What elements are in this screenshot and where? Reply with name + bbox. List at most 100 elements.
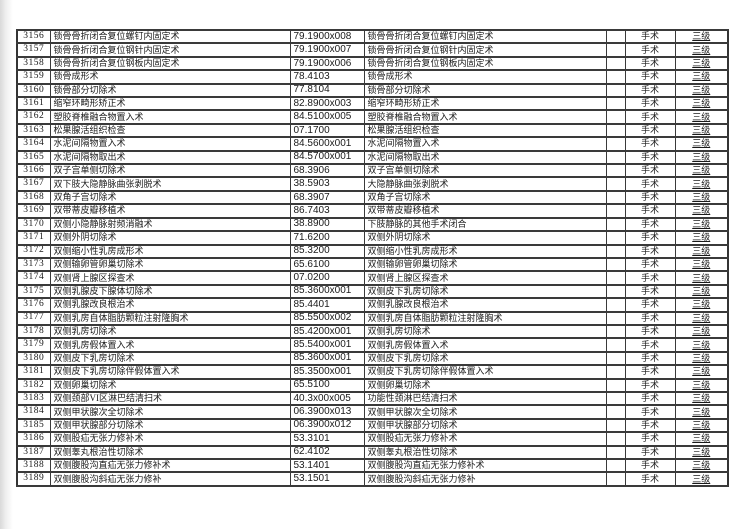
spacer-cell [605,163,626,179]
row-number-cell: 3175 [16,283,51,300]
spacer-cell [605,297,626,313]
table-row: 3185 双侧甲状腺部分切除术 06.3900x012 双侧甲状腺部分切除术 手… [16,417,729,434]
level-cell: 三级 [674,189,729,206]
row-number-cell: 3187 [16,444,51,461]
table-row: 3182 双侧卵巢切除术 65.5100 双侧卵巢切除术 手术 三级 [16,377,729,393]
category-cell: 手术 [624,136,676,152]
level-cell: 三级 [674,431,729,447]
category-cell: 手术 [624,96,676,112]
category-cell: 手术 [624,431,676,447]
spacer-cell [605,270,626,286]
category-cell: 手术 [624,109,676,125]
procedure-name-cell: 双带蒂皮瓣移植术 [49,203,291,219]
level-cell: 三级 [674,163,729,179]
procedure-code-cell: 06.3900x013 [289,404,365,420]
category-cell: 手术 [624,310,676,326]
procedure-name-cell: 缩窄环畸形矫正术 [49,96,291,112]
table-row: 3156 锁骨骨折闭合复位螺钉内固定术 79.1900x008 锁骨骨折闭合复位… [16,28,729,45]
standard-name-cell: 锁骨骨折闭合复位钢针内固定术 [363,42,607,58]
level-cell: 三级 [674,230,729,246]
spacer-cell [605,136,626,152]
standard-name-cell: 双侧皮下乳房切除术 [363,283,607,300]
surgical-procedure-table: 3156 锁骨骨折闭合复位螺钉内固定术 79.1900x008 锁骨骨折闭合复位… [16,28,729,487]
category-cell: 手术 [624,216,676,233]
row-number-cell: 3185 [16,417,51,434]
table-row: 3187 双侧睾丸根治性切除术 62.4102 双侧睾丸根治性切除术 手术 三级 [16,444,729,461]
table-row: 3175 双侧乳腺皮下腺体切除术 85.3600x001 双侧皮下乳房切除术 手… [16,283,729,300]
spacer-cell [605,337,626,353]
row-number-cell: 3165 [16,149,51,166]
table-row: 3184 双侧甲状腺次全切除术 06.3900x013 双侧甲状腺次全切除术 手… [16,404,729,420]
row-number-cell: 3176 [16,297,51,313]
level-cell: 三级 [674,256,729,273]
procedure-name-cell: 双侧股疝无张力修补术 [49,431,291,447]
level-cell: 三级 [674,149,729,166]
standard-name-cell: 双侧皮下乳房切除术 [363,350,607,367]
spacer-cell [605,203,626,219]
spacer-cell [605,377,626,393]
procedure-code-cell: 84.5100x005 [289,109,365,125]
spacer-cell [605,82,626,99]
table-row: 3169 双带蒂皮瓣移植术 86.7403 双带蒂皮瓣移植术 手术 三级 [16,203,729,219]
procedure-name-cell: 双侧乳腺改良根治术 [49,297,291,313]
spacer-cell [605,364,626,380]
procedure-name-cell: 双侧睾丸根治性切除术 [49,444,291,461]
level-cell: 三级 [674,404,729,420]
standard-name-cell: 双侧乳房切除术 [363,323,607,340]
procedure-code-cell: 38.8900 [289,216,365,233]
standard-name-cell: 双侧甲状腺部分切除术 [363,417,607,434]
category-cell: 手术 [624,270,676,286]
procedure-code-cell: 85.3500x001 [289,364,365,380]
procedure-code-cell: 68.3906 [289,163,365,179]
procedure-name-cell: 锁骨骨折闭合复位钢针内固定术 [49,42,291,58]
category-cell: 手术 [624,390,676,407]
procedure-code-cell: 85.3200 [289,243,365,259]
row-number-cell: 3182 [16,377,51,393]
standard-name-cell: 双侧肾上腺区探查术 [363,270,607,286]
level-cell: 三级 [674,243,729,259]
procedure-name-cell: 水泥间隔物置入术 [49,136,291,152]
procedure-code-cell: 85.3600x001 [289,350,365,367]
procedure-code-cell: 62.4102 [289,444,365,461]
row-number-cell: 3183 [16,390,51,407]
table-row: 3168 双角子宫切除术 68.3907 双角子宫切除术 手术 三级 [16,189,729,206]
category-cell: 手术 [624,350,676,367]
row-number-cell: 3163 [16,122,51,139]
row-number-cell: 3167 [16,176,51,192]
category-cell: 手术 [624,256,676,273]
row-number-cell: 3164 [16,136,51,152]
procedure-name-cell: 双侧乳腺皮下腺体切除术 [49,283,291,300]
category-cell: 手术 [624,28,676,45]
procedure-code-cell: 85.5400x001 [289,337,365,353]
procedure-name-cell: 锁骨骨折闭合复位钢板内固定术 [49,55,291,72]
row-number-cell: 3184 [16,404,51,420]
procedure-code-cell: 77.8104 [289,82,365,99]
procedure-name-cell: 双下肢大隐静脉曲张剥脱术 [49,176,291,192]
procedure-code-cell: 65.6100 [289,256,365,273]
table-row: 3164 水泥间隔物置入术 84.5600x001 水泥间隔物置入术 手术 三级 [16,136,729,152]
row-number-cell: 3161 [16,96,51,112]
row-number-cell: 3177 [16,310,51,326]
procedure-name-cell: 双子宫单侧切除术 [49,163,291,179]
procedure-name-cell: 双侧皮下乳房切除术 [49,350,291,367]
spacer-cell [605,243,626,259]
standard-name-cell: 双侧睾丸根治性切除术 [363,444,607,461]
procedure-code-cell: 79.1900x007 [289,42,365,58]
category-cell: 手术 [624,337,676,353]
procedure-name-cell: 双侧肾上腺区探查术 [49,270,291,286]
procedure-code-cell: 07.1700 [289,122,365,139]
table-row: 3160 锁骨部分切除术 77.8104 锁骨部分切除术 手术 三级 [16,82,729,99]
table-row: 3177 双侧乳房自体脂肪颗粒注射隆胸术 85.5500x002 双侧乳房自体脂… [16,310,729,326]
category-cell: 手术 [624,404,676,420]
category-cell: 手术 [624,176,676,192]
table-row: 3178 双侧乳房切除术 85.4200x001 双侧乳房切除术 手术 三级 [16,323,729,340]
spacer-cell [605,417,626,434]
table-row: 3165 水泥间隔物取出术 84.5700x001 水泥间隔物取出术 手术 三级 [16,149,729,166]
level-cell: 三级 [674,270,729,286]
procedure-name-cell: 双侧乳房切除术 [49,323,291,340]
procedure-code-cell: 53.1501 [289,471,365,487]
standard-name-cell: 双带蒂皮瓣移植术 [363,203,607,219]
category-cell: 手术 [624,283,676,300]
level-cell: 三级 [674,350,729,367]
row-number-cell: 3162 [16,109,51,125]
